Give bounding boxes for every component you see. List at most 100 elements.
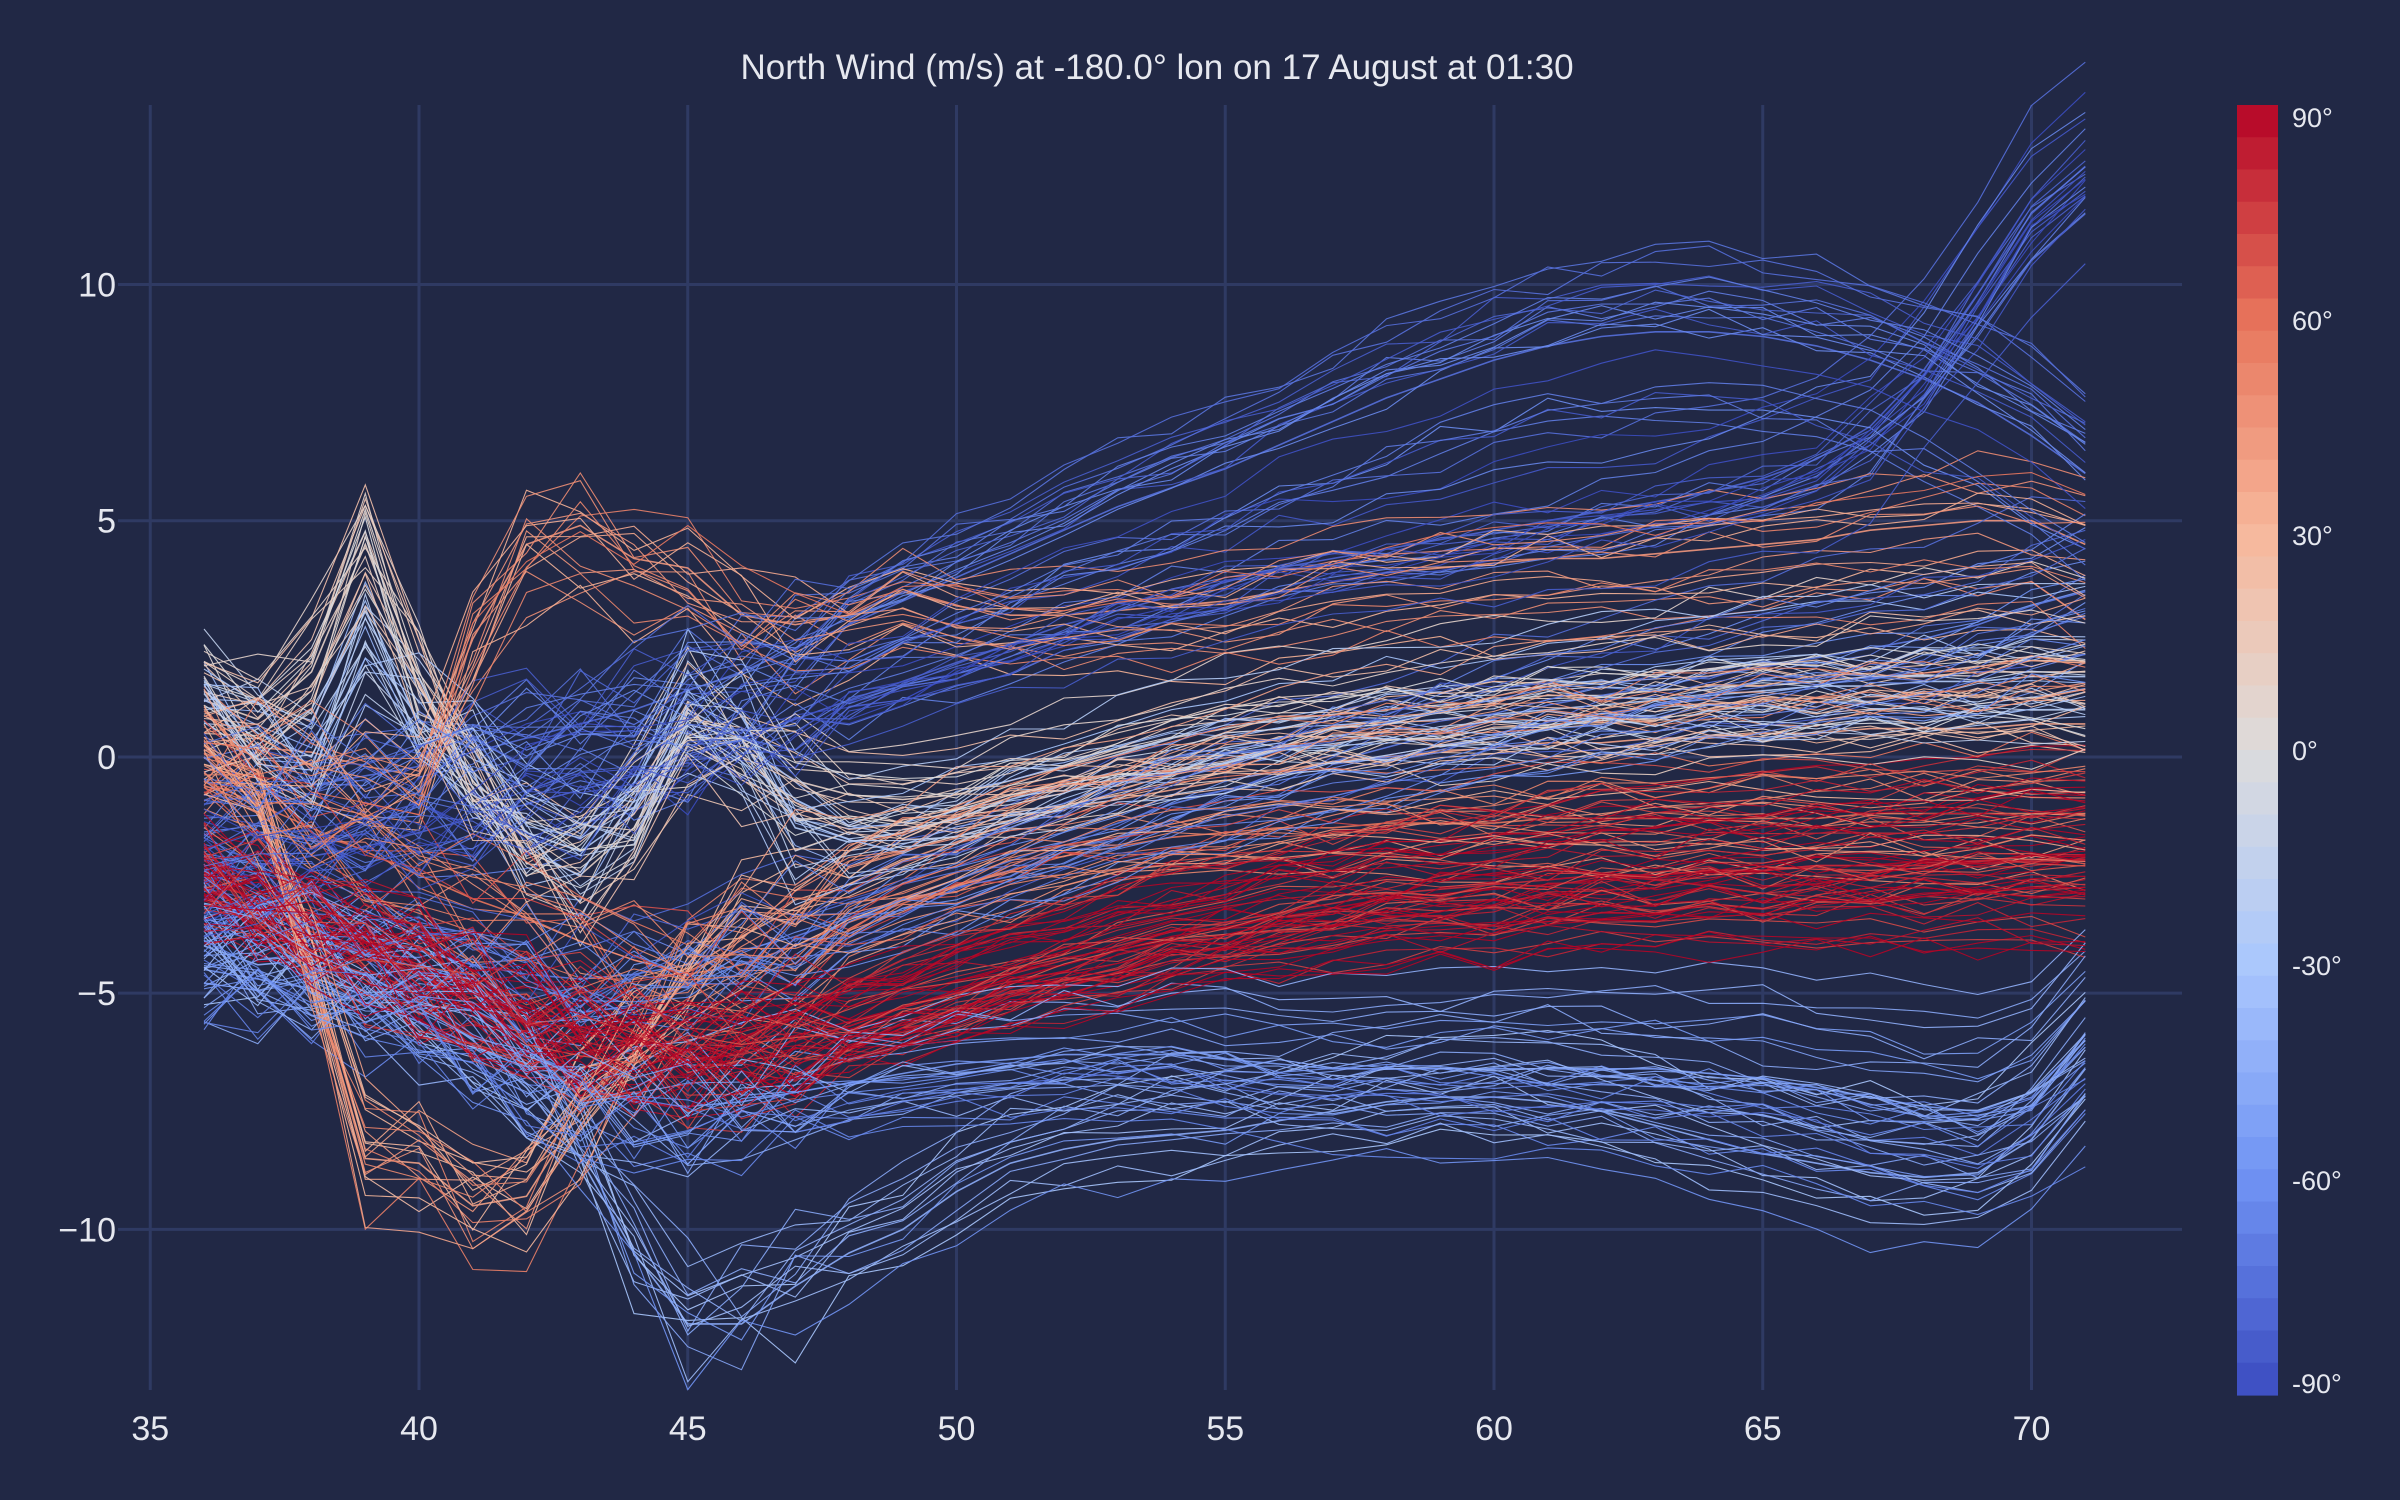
series-line bbox=[203, 491, 2086, 853]
series-line bbox=[203, 382, 2086, 871]
series-line bbox=[203, 683, 2086, 906]
series-line bbox=[203, 186, 2086, 872]
series-line bbox=[203, 519, 2086, 777]
series-line bbox=[203, 660, 2086, 1205]
colorbar-segment bbox=[2237, 1201, 2278, 1235]
colorbar-segment bbox=[2237, 1362, 2278, 1396]
x-tick-label: 70 bbox=[2013, 1410, 2051, 1448]
series-line bbox=[203, 956, 2086, 1166]
colorbar-tick-label: 90° bbox=[2292, 103, 2333, 133]
series-line bbox=[203, 609, 2086, 926]
series-line bbox=[203, 566, 2086, 823]
series-line bbox=[203, 301, 2086, 830]
series-line bbox=[203, 170, 2086, 889]
series-line bbox=[203, 875, 2086, 1091]
series-line bbox=[203, 245, 2086, 792]
series-line bbox=[203, 683, 2086, 1164]
series-line bbox=[203, 858, 2086, 1078]
series-line bbox=[203, 943, 2086, 1117]
series-line bbox=[203, 893, 2086, 1120]
series-line bbox=[203, 753, 2086, 999]
series-line bbox=[203, 625, 2086, 901]
colorbar-segment bbox=[2237, 975, 2278, 1009]
y-tick-label: 0 bbox=[97, 739, 116, 777]
y-tick-label: −10 bbox=[58, 1211, 116, 1249]
series-line bbox=[203, 671, 2086, 921]
series-line bbox=[203, 597, 2086, 1180]
series-line bbox=[203, 504, 2086, 838]
series-line bbox=[203, 807, 2086, 1054]
x-tick-label: 35 bbox=[131, 1410, 169, 1448]
series-line bbox=[203, 615, 2086, 1043]
colorbar-segment bbox=[2237, 234, 2278, 267]
series-line bbox=[203, 814, 2086, 1273]
line-series-group bbox=[203, 61, 2086, 1391]
series-line bbox=[203, 178, 2086, 922]
series-line bbox=[203, 585, 2086, 811]
series-line bbox=[203, 527, 2086, 982]
series-line bbox=[203, 972, 2086, 1166]
colorbar-segment bbox=[2237, 1233, 2278, 1267]
series-line bbox=[203, 917, 2086, 1102]
series-line bbox=[203, 515, 2086, 878]
series-line bbox=[203, 719, 2086, 979]
series-line bbox=[203, 578, 2086, 989]
colorbar-tick-label: -90° bbox=[2292, 1369, 2342, 1399]
series-line bbox=[203, 593, 2086, 1013]
series-line bbox=[203, 482, 2086, 801]
colorbar-segment bbox=[2237, 814, 2278, 848]
series-line bbox=[203, 529, 2086, 806]
series-line bbox=[203, 543, 2086, 825]
series-line bbox=[203, 824, 2086, 1073]
series-line bbox=[203, 655, 2086, 1213]
y-tick-label: −5 bbox=[77, 975, 116, 1013]
colorbar-segment bbox=[2237, 169, 2278, 203]
series-line bbox=[203, 927, 2086, 1341]
series-line bbox=[203, 977, 2086, 1391]
colorbar-segment bbox=[2237, 1266, 2278, 1299]
series-line bbox=[203, 827, 2086, 1058]
x-tick-label: 45 bbox=[669, 1410, 707, 1448]
series-line bbox=[203, 111, 2086, 876]
series-line bbox=[203, 349, 2086, 837]
series-line bbox=[203, 909, 2086, 1114]
series-line bbox=[203, 502, 2086, 793]
series-line bbox=[203, 932, 2086, 1117]
series-line bbox=[203, 415, 2086, 852]
series-line bbox=[203, 935, 2086, 1327]
x-tick-label: 60 bbox=[1475, 1410, 1513, 1448]
series-line bbox=[203, 570, 2086, 824]
series-line bbox=[203, 290, 2086, 787]
colorbar-segment bbox=[2237, 427, 2278, 461]
colorbar-segment bbox=[2237, 621, 2278, 654]
series-line bbox=[203, 736, 2086, 1250]
series-line bbox=[203, 275, 2086, 806]
series-line bbox=[203, 193, 2086, 889]
series-line bbox=[203, 850, 2086, 1076]
series-line bbox=[203, 535, 2086, 852]
colorbar-segment bbox=[2237, 1137, 2278, 1170]
series-line bbox=[203, 922, 2086, 1098]
series-line bbox=[203, 856, 2086, 1121]
series-line bbox=[203, 759, 2086, 1053]
x-tick-label: 65 bbox=[1744, 1410, 1782, 1448]
series-line bbox=[203, 263, 2086, 938]
series-line bbox=[203, 982, 2086, 1148]
series-line bbox=[203, 297, 2086, 809]
series-line bbox=[203, 639, 2086, 1031]
series-line bbox=[203, 685, 2086, 1243]
series-line bbox=[203, 904, 2086, 1297]
colorbar-segment bbox=[2237, 363, 2278, 396]
series-line bbox=[203, 771, 2086, 990]
series-line bbox=[203, 572, 2086, 948]
series-line bbox=[203, 323, 2086, 819]
series-line bbox=[203, 843, 2086, 1083]
series-line bbox=[203, 692, 2086, 879]
colorbar-segment bbox=[2237, 685, 2278, 719]
series-line bbox=[203, 850, 2086, 1064]
series-line bbox=[203, 745, 2086, 972]
series-line bbox=[203, 618, 2086, 1003]
series-line bbox=[203, 915, 2086, 1130]
series-line bbox=[203, 213, 2086, 870]
